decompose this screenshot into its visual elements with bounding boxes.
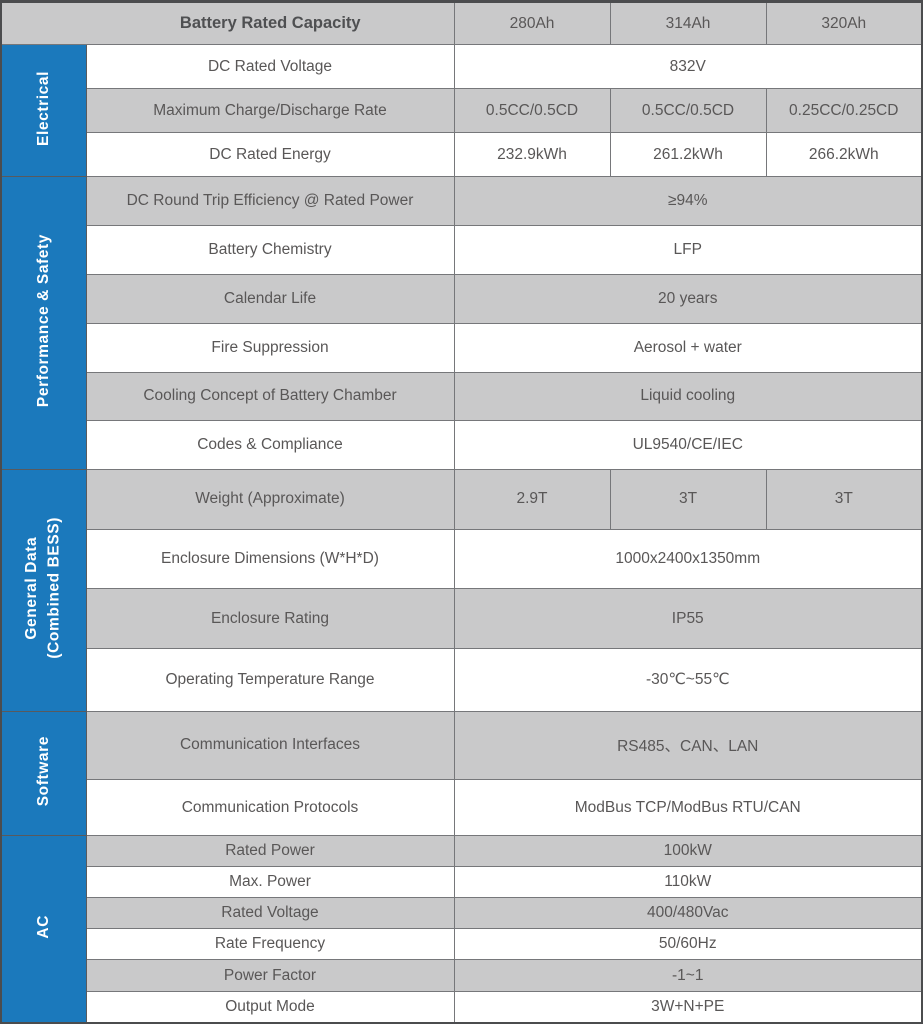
row-value: 232.9kWh (453, 132, 611, 178)
row-label: Power Factor (85, 959, 455, 992)
row-value: RS485、CAN、LAN (453, 710, 923, 780)
row-value: Liquid cooling (453, 371, 923, 422)
header-col-314ah: 314Ah (609, 1, 767, 45)
table-row: Output Mode 3W+N+PE (1, 990, 923, 1024)
row-label: Calendar Life (85, 273, 455, 324)
row-label: Operating Temperature Range (85, 647, 455, 712)
section-sidebar-ac: AC (0, 835, 87, 1024)
table-row: AC Rated Power 100kW (0, 835, 923, 1024)
table-row: Rated Voltage 400/480Vac (1, 897, 923, 930)
header-title: Battery Rated Capacity (0, 1, 455, 45)
table-row: General Data (Combined BESS) Weight (App… (0, 469, 923, 712)
row-label: Rate Frequency (85, 928, 455, 961)
row-label: Rated Power (85, 835, 455, 868)
header-row: Battery Rated Capacity 280Ah 314Ah 320Ah (0, 1, 923, 45)
row-label: Communication Protocols (85, 778, 455, 837)
row-value: IP55 (453, 588, 923, 649)
row-value: 0.5CC/0.5CD (609, 88, 767, 134)
table-row: Software Communication Interfaces RS485、… (0, 710, 923, 837)
row-label: Codes & Compliance (85, 420, 455, 471)
row-value: 832V (453, 43, 923, 90)
row-label: Weight (Approximate) (85, 469, 455, 530)
row-value: -30℃~55℃ (453, 647, 923, 712)
row-label: Rated Voltage (85, 897, 455, 930)
row-label: Battery Chemistry (85, 225, 455, 275)
row-value: -1~1 (453, 959, 923, 992)
row-label: Communication Interfaces (85, 710, 455, 780)
row-label: DC Rated Energy (85, 132, 455, 178)
section-sidebar-general-data: General Data (Combined BESS) (0, 469, 87, 712)
table-row: Performance & Safety DC Round Trip Effic… (0, 176, 923, 471)
row-value: LFP (453, 225, 923, 275)
section-label: AC (34, 914, 52, 939)
section-label: Electrical (34, 70, 52, 146)
header-col-280ah: 280Ah (453, 1, 611, 45)
row-value: 3T (765, 469, 923, 530)
section-label: Software (34, 735, 52, 806)
table-row: Enclosure Rating IP55 (1, 588, 923, 649)
table-row: DC Rated Energy 232.9kWh 261.2kWh 266.2k… (1, 132, 923, 178)
table-row: Electrical DC Rated Voltage 832V (0, 43, 923, 178)
row-value: 0.5CC/0.5CD (453, 88, 611, 134)
row-label: Cooling Concept of Battery Chamber (85, 371, 455, 422)
table-row: Communication Protocols ModBus TCP/ModBu… (1, 778, 923, 837)
table-row: Operating Temperature Range -30℃~55℃ (1, 647, 923, 712)
row-value: 20 years (453, 273, 923, 324)
section-sidebar-software: Software (0, 710, 87, 837)
row-label: DC Rated Voltage (85, 43, 455, 90)
row-label: Max. Power (85, 866, 455, 899)
table-row: Maximum Charge/Discharge Rate 0.5CC/0.5C… (1, 88, 923, 134)
row-label: DC Round Trip Efficiency @ Rated Power (85, 176, 455, 227)
row-value: 261.2kWh (609, 132, 767, 178)
row-value: 266.2kWh (765, 132, 923, 178)
row-label: Maximum Charge/Discharge Rate (85, 88, 455, 134)
row-value: 50/60Hz (453, 928, 923, 961)
table-row: Rate Frequency 50/60Hz (1, 928, 923, 961)
section-label: Performance & Safety (34, 234, 52, 408)
section-sidebar-performance-safety: Performance & Safety (0, 176, 87, 471)
table-row: Enclosure Dimensions (W*H*D) 1000x2400x1… (1, 528, 923, 590)
header-col-320ah: 320Ah (765, 1, 923, 45)
table-row: Battery Chemistry LFP (1, 225, 923, 275)
row-value: UL9540/CE/IEC (453, 420, 923, 471)
row-value: 3T (609, 469, 767, 530)
row-value: 0.25CC/0.25CD (765, 88, 923, 134)
row-value: 3W+N+PE (453, 990, 923, 1024)
table-row: Power Factor -1~1 (1, 959, 923, 992)
row-value: 100kW (453, 835, 923, 868)
row-value: 1000x2400x1350mm (453, 528, 923, 590)
table-row: Calendar Life 20 years (1, 273, 923, 324)
row-value: ≥94% (453, 176, 923, 227)
row-label: Enclosure Rating (85, 588, 455, 649)
table-row: Fire Suppression Aerosol + water (1, 322, 923, 373)
table-row: Codes & Compliance UL9540/CE/IEC (1, 420, 923, 471)
row-label: Fire Suppression (85, 322, 455, 373)
section-label: General Data (Combined BESS) (23, 517, 63, 659)
row-value: 400/480Vac (453, 897, 923, 930)
table-row: Max. Power 110kW (1, 866, 923, 899)
table-row: Cooling Concept of Battery Chamber Liqui… (1, 371, 923, 422)
row-value: 110kW (453, 866, 923, 899)
row-value: 2.9T (453, 469, 611, 530)
row-label: Output Mode (85, 990, 455, 1024)
row-value: ModBus TCP/ModBus RTU/CAN (453, 778, 923, 837)
section-sidebar-electrical: Electrical (0, 43, 87, 178)
row-value: Aerosol + water (453, 322, 923, 373)
row-label: Enclosure Dimensions (W*H*D) (85, 528, 455, 590)
